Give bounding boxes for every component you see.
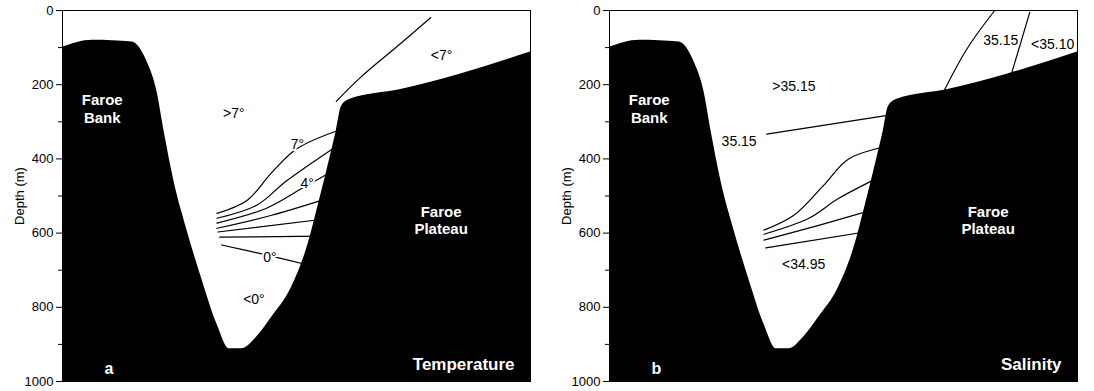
svg-text:FaroeBank: FaroeBank [82, 91, 123, 125]
svg-text:<0°: <0° [243, 291, 265, 307]
svg-text:35.15: 35.15 [722, 133, 757, 149]
svg-text:4°: 4° [301, 175, 314, 191]
svg-text:0°: 0° [263, 249, 276, 265]
svg-text:35.15: 35.15 [983, 32, 1018, 48]
svg-text:Salinity: Salinity [1001, 355, 1062, 374]
svg-text:600: 600 [32, 225, 54, 240]
svg-text:400: 400 [32, 151, 54, 166]
svg-text:600: 600 [579, 225, 601, 240]
svg-text:400: 400 [579, 151, 601, 166]
svg-text:0: 0 [593, 3, 600, 18]
svg-text:FaroePlateau: FaroePlateau [414, 203, 467, 237]
svg-text:1000: 1000 [25, 374, 54, 389]
svg-text:Depth (m): Depth (m) [12, 167, 27, 225]
svg-text:>7°: >7° [223, 105, 245, 121]
svg-text:7°: 7° [291, 136, 304, 152]
svg-text:Depth (m): Depth (m) [559, 167, 574, 225]
svg-text:>35.15: >35.15 [772, 78, 815, 94]
svg-text:b: b [652, 360, 662, 377]
svg-text:800: 800 [579, 299, 601, 314]
svg-text:FaroeBank: FaroeBank [629, 91, 670, 125]
svg-text:Temperature: Temperature [413, 355, 515, 374]
svg-text:1000: 1000 [572, 374, 601, 389]
svg-text:200: 200 [579, 77, 601, 92]
svg-text:<34.95: <34.95 [782, 256, 825, 272]
svg-text:200: 200 [32, 77, 54, 92]
svg-text:a: a [105, 360, 114, 377]
svg-text:0: 0 [46, 3, 53, 18]
svg-text:<7°: <7° [431, 47, 453, 63]
svg-text:FaroePlateau: FaroePlateau [961, 203, 1014, 237]
svg-text:<35.10: <35.10 [1031, 36, 1074, 52]
svg-text:800: 800 [32, 299, 54, 314]
